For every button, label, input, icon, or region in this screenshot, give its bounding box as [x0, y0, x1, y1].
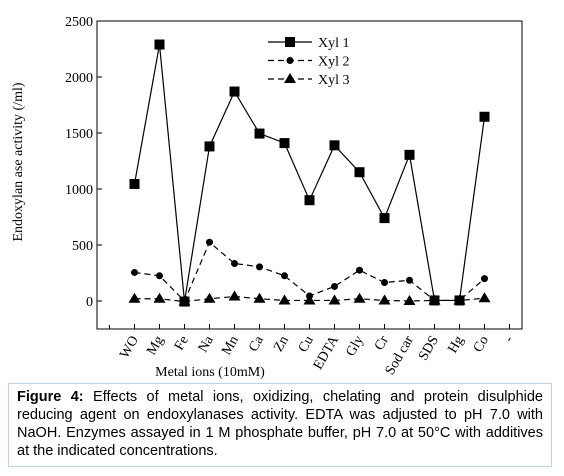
series-line — [134, 241, 485, 303]
x-tick-label: Ca — [246, 333, 267, 355]
x-tick-label: - — [502, 333, 517, 345]
x-tick-label: WO — [117, 334, 142, 362]
marker — [154, 39, 165, 50]
legend-label: Xyl 1 — [318, 36, 350, 51]
x-tick-label: Cu — [296, 334, 317, 356]
marker — [231, 259, 238, 267]
y-tick-label: 1000 — [65, 183, 93, 198]
marker — [285, 37, 295, 47]
marker — [453, 294, 466, 305]
marker — [356, 266, 363, 274]
x-tick-label: Hg — [445, 334, 467, 356]
marker — [428, 294, 441, 305]
marker — [256, 263, 263, 271]
marker — [381, 279, 388, 287]
y-tick-label: 0 — [86, 295, 93, 310]
marker — [284, 73, 296, 83]
y-tick-label: 2000 — [65, 71, 93, 86]
y-tick-label: 500 — [72, 239, 93, 254]
x-tick-label: Fe — [172, 334, 192, 354]
marker — [153, 292, 166, 303]
marker — [404, 149, 415, 160]
marker — [481, 275, 488, 283]
x-tick-label: EDTA — [311, 333, 343, 373]
marker — [354, 167, 365, 178]
marker — [253, 292, 266, 303]
marker — [281, 272, 288, 280]
x-tick-label: Mg — [144, 334, 167, 358]
x-tick-label: Mn — [219, 334, 242, 358]
marker — [479, 111, 490, 122]
chart: Endoxylan ase activity (/ml) Metal ions … — [11, 15, 523, 380]
marker — [286, 57, 294, 64]
x-tick-label: Gly — [343, 334, 366, 360]
marker — [128, 292, 141, 303]
marker — [379, 213, 390, 224]
legend-label: Xyl 2 — [318, 55, 350, 70]
marker — [353, 292, 366, 303]
y-tick-label: 1500 — [65, 127, 93, 142]
marker — [279, 138, 290, 149]
plot-frame — [96, 20, 523, 330]
marker — [178, 295, 191, 306]
y-axis-label: Endoxylan ase activity (/ml) — [11, 82, 26, 241]
marker — [229, 86, 240, 97]
caption-label: Figure 4: — [17, 389, 84, 405]
marker — [329, 140, 340, 151]
marker — [131, 268, 138, 276]
x-tick-label: Zn — [271, 334, 292, 355]
marker — [406, 276, 413, 284]
marker — [304, 195, 315, 206]
marker — [403, 295, 416, 305]
marker — [378, 294, 391, 305]
marker — [254, 128, 265, 139]
x-axis-label: Metal ions (10mM) — [155, 365, 265, 380]
marker — [328, 294, 341, 305]
marker — [203, 292, 216, 303]
x-tick-label: Cr — [372, 333, 392, 353]
legend-label: Xyl 3 — [318, 73, 350, 88]
marker — [331, 282, 338, 290]
y-tick-label: 2500 — [65, 15, 93, 30]
marker — [228, 290, 241, 301]
marker — [206, 238, 213, 246]
series-line — [133, 44, 486, 302]
marker — [204, 141, 215, 152]
marker — [278, 294, 291, 305]
marker — [303, 294, 316, 305]
x-tick-label: Na — [196, 333, 218, 355]
x-tick-label: SDS — [416, 334, 442, 364]
caption-text: Effects of metal ions, oxidizing, chelat… — [17, 389, 543, 459]
marker — [478, 292, 491, 303]
marker — [156, 272, 163, 280]
marker — [129, 178, 140, 189]
caption: Figure 4: Effects of metal ions, oxidizi… — [8, 383, 552, 467]
x-tick-label: Co — [471, 334, 492, 356]
